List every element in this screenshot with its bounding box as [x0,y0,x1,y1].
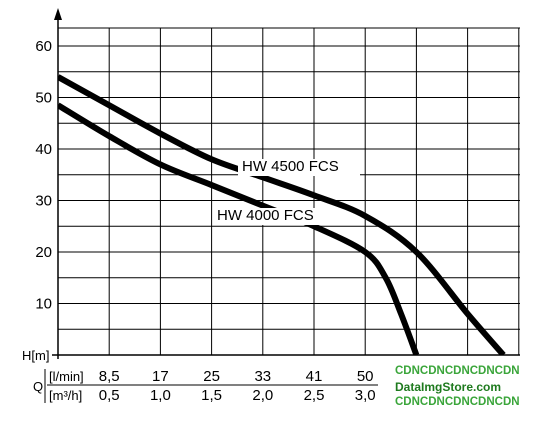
y-tick-label: 50 [35,90,52,107]
series-label-gap [238,159,360,176]
x-tick-label: 1,5 [201,387,222,404]
x-tick-label: 17 [152,368,169,385]
y-axis-label: H[m] [22,348,49,363]
x-tick-label: 2,5 [304,387,325,404]
watermark-line-3: CDNCDNCDNCDNCDN [395,396,520,408]
chart-axes [52,8,520,359]
x-tick-label: 50 [357,368,374,385]
series-line [58,102,420,355]
series-label: HW 4500 FCS [242,158,339,175]
x-tick-label: 33 [254,368,271,385]
series-label-gap [213,208,337,225]
x-tick-label: 0,5 [99,387,120,404]
y-tick-label: 10 [35,296,52,313]
x-tick-label: 8,5 [99,368,120,385]
x-tick-label: 3,0 [355,387,376,404]
x-axis-letter: Q [33,379,43,394]
chart-tick-labels: 10 20 30 40 50 60 H[m] Q [l/min] 8,5 17 25 33 41 50 [m³… [22,38,378,404]
x-tick-label: 1,0 [150,387,171,404]
y-tick-label: 20 [35,244,52,261]
series-label: HW 4000 FCS [217,207,314,224]
watermark-line-1: CDNCDNCDNCDNCDN [395,365,520,377]
chart-series-labels: HW 4500 FCS HW 4000 FCS [213,158,360,225]
chart-grid [58,27,520,355]
y-tick-label: 40 [35,141,52,158]
x-unit-label: [m³/h] [49,388,82,403]
series-line [58,74,506,355]
y-tick-label: 60 [35,38,52,55]
x-tick-label: 41 [306,368,323,385]
x-tick-label: 2,0 [252,387,273,404]
x-unit-label: [l/min] [49,369,84,384]
y-axis-arrow [54,8,62,20]
x-tick-label: 25 [203,368,220,385]
watermark-line-2: DataImgStore.com [395,380,502,394]
y-tick-label: 30 [35,193,52,210]
